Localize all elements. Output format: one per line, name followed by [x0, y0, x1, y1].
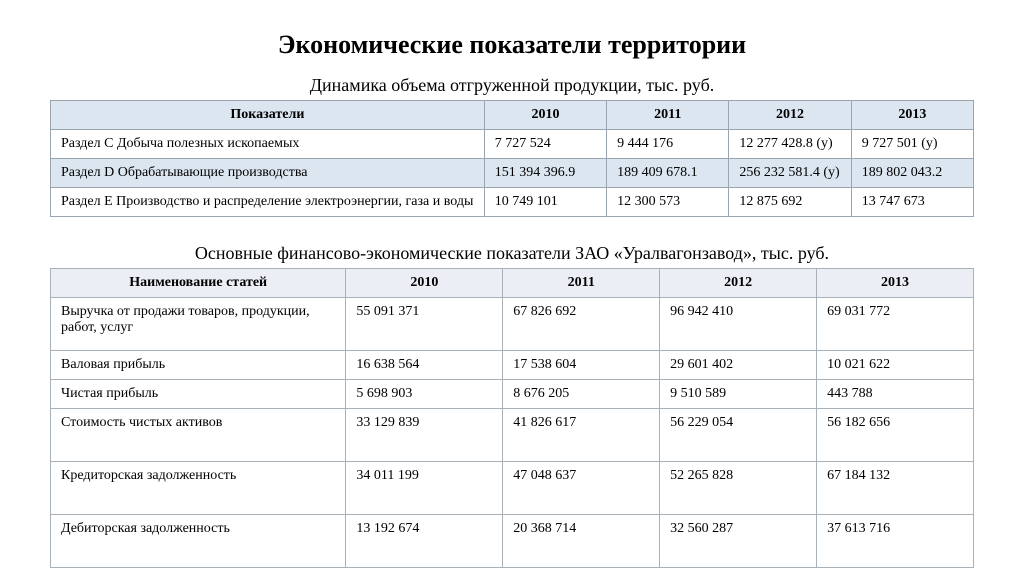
cell: 32 560 287 [660, 515, 817, 568]
table1: Показатели 2010 2011 2012 2013 Раздел C … [50, 100, 974, 217]
table2-col-header: 2012 [660, 269, 817, 298]
cell: 47 048 637 [503, 462, 660, 515]
page-title: Экономические показатели территории [50, 30, 974, 60]
table-row: Выручка от продажи товаров, продукции, р… [51, 298, 974, 351]
cell: 52 265 828 [660, 462, 817, 515]
table1-col-header: 2013 [851, 101, 973, 130]
table2-col-header: 2013 [817, 269, 974, 298]
table1-header-row: Показатели 2010 2011 2012 2013 [51, 101, 974, 130]
table2-caption: Основные финансово-экономические показат… [50, 243, 974, 264]
cell: 189 802 043.2 [851, 159, 973, 188]
row-label: Валовая прибыль [51, 351, 346, 380]
table-row: Раздел E Производство и распределение эл… [51, 188, 974, 217]
row-label: Чистая прибыль [51, 380, 346, 409]
cell: 151 394 396.9 [484, 159, 606, 188]
cell: 56 229 054 [660, 409, 817, 462]
cell: 10 021 622 [817, 351, 974, 380]
cell: 12 277 428.8 (у) [729, 130, 851, 159]
cell: 189 409 678.1 [607, 159, 729, 188]
cell: 96 942 410 [660, 298, 817, 351]
row-label: Раздел C Добыча полезных ископаемых [51, 130, 485, 159]
row-label: Стоимость чистых активов [51, 409, 346, 462]
table2-col-header: 2011 [503, 269, 660, 298]
table-row: Раздел C Добыча полезных ископаемых 7 72… [51, 130, 974, 159]
cell: 13 192 674 [346, 515, 503, 568]
cell: 12 875 692 [729, 188, 851, 217]
cell: 41 826 617 [503, 409, 660, 462]
table1-col-header: 2011 [607, 101, 729, 130]
table1-col-header: Показатели [51, 101, 485, 130]
row-label: Дебиторская задолженность [51, 515, 346, 568]
row-label: Раздел D Обрабатывающие производства [51, 159, 485, 188]
table2-col-header: 2010 [346, 269, 503, 298]
cell: 10 749 101 [484, 188, 606, 217]
cell: 67 826 692 [503, 298, 660, 351]
cell: 16 638 564 [346, 351, 503, 380]
row-label: Выручка от продажи товаров, продукции, р… [51, 298, 346, 351]
cell: 29 601 402 [660, 351, 817, 380]
cell: 9 510 589 [660, 380, 817, 409]
table-row: Кредиторская задолженность 34 011 199 47… [51, 462, 974, 515]
cell: 5 698 903 [346, 380, 503, 409]
table-row: Раздел D Обрабатывающие производства 151… [51, 159, 974, 188]
cell: 69 031 772 [817, 298, 974, 351]
cell: 9 444 176 [607, 130, 729, 159]
cell: 34 011 199 [346, 462, 503, 515]
cell: 37 613 716 [817, 515, 974, 568]
cell: 33 129 839 [346, 409, 503, 462]
row-label: Раздел E Производство и распределение эл… [51, 188, 485, 217]
table2: Наименование статей 2010 2011 2012 2013 … [50, 268, 974, 568]
table-row: Дебиторская задолженность 13 192 674 20 … [51, 515, 974, 568]
cell: 17 538 604 [503, 351, 660, 380]
cell: 7 727 524 [484, 130, 606, 159]
table2-col-header: Наименование статей [51, 269, 346, 298]
cell: 20 368 714 [503, 515, 660, 568]
table2-header-row: Наименование статей 2010 2011 2012 2013 [51, 269, 974, 298]
cell: 443 788 [817, 380, 974, 409]
cell: 67 184 132 [817, 462, 974, 515]
cell: 55 091 371 [346, 298, 503, 351]
cell: 256 232 581.4 (у) [729, 159, 851, 188]
table1-col-header: 2012 [729, 101, 851, 130]
row-label: Кредиторская задолженность [51, 462, 346, 515]
cell: 8 676 205 [503, 380, 660, 409]
table-row: Валовая прибыль 16 638 564 17 538 604 29… [51, 351, 974, 380]
table-row: Чистая прибыль 5 698 903 8 676 205 9 510… [51, 380, 974, 409]
cell: 12 300 573 [607, 188, 729, 217]
table-row: Стоимость чистых активов 33 129 839 41 8… [51, 409, 974, 462]
cell: 56 182 656 [817, 409, 974, 462]
table1-caption: Динамика объема отгруженной продукции, т… [50, 75, 974, 96]
cell: 9 727 501 (у) [851, 130, 973, 159]
cell: 13 747 673 [851, 188, 973, 217]
table1-col-header: 2010 [484, 101, 606, 130]
